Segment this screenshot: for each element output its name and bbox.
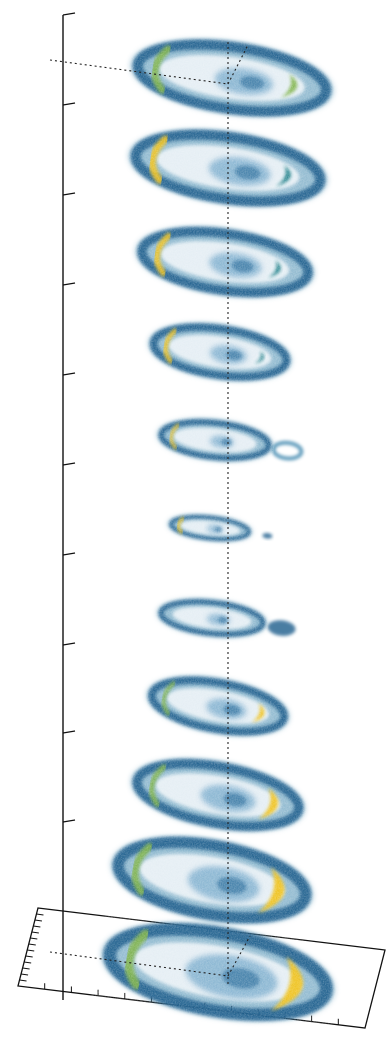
slice-11: [99, 922, 337, 1022]
axis-tick-9: [62, 730, 76, 734]
guide-lines: [49, 42, 251, 985]
base-left-edge-tick-10: [22, 967, 30, 970]
slice-speckle: [133, 226, 317, 298]
slice-1: [128, 38, 336, 118]
slice-speckle: [156, 598, 268, 638]
slice-speckle: [128, 38, 336, 118]
slice-speckle: [145, 676, 291, 736]
slice-4: [147, 322, 293, 382]
slice-6: [167, 514, 273, 542]
slice-satellite: [271, 440, 304, 461]
vertical-axis: [62, 12, 76, 1000]
slice-8: [145, 676, 291, 736]
slice-5: [156, 418, 304, 462]
base-plane-outline: [17, 907, 386, 1029]
slice-speckle: [147, 322, 293, 382]
slice-speckle: [156, 418, 274, 462]
slice-speckle: [129, 758, 307, 832]
slice-satellite: [267, 620, 296, 636]
axis-tick-5: [62, 372, 76, 376]
base-left-edge-tick-3: [33, 925, 41, 928]
slice-speckle: [99, 922, 337, 1022]
base-left-edge-tick-2: [34, 919, 42, 922]
base-left-edge-tick-12: [19, 979, 27, 982]
base-left-edge-tick-8: [25, 955, 33, 958]
axis-tick-8: [62, 642, 76, 646]
base-left-edge-tick-1: [36, 913, 44, 916]
top-depth-guide: [227, 44, 249, 85]
base-left-edge-tick-5: [30, 937, 38, 940]
slice-speckle: [109, 835, 315, 925]
slice-3: [133, 226, 317, 298]
base-left-edge-tick-7: [27, 949, 35, 952]
axis-tick-4: [62, 282, 76, 286]
slice-speckle: [167, 515, 253, 541]
axis-tick-1: [62, 12, 76, 16]
slice-stack: [99, 38, 337, 1022]
base-left-edge-tick-9: [24, 961, 32, 964]
vertical-axis-ticks: [62, 12, 76, 823]
slice-9: [129, 758, 307, 832]
slice-satellite: [262, 533, 273, 539]
axis-tick-6: [62, 462, 76, 466]
axis-tick-2: [62, 102, 76, 106]
base-left-edge-tick-11: [21, 973, 29, 976]
axis-tick-10: [62, 819, 76, 823]
slice-10: [109, 835, 315, 925]
axis-tick-3: [62, 192, 76, 196]
base-left-edge-tick-6: [28, 943, 36, 946]
base-left-edge-tick-4: [31, 931, 39, 934]
slice-7: [156, 598, 296, 638]
axis-tick-7: [62, 552, 76, 556]
